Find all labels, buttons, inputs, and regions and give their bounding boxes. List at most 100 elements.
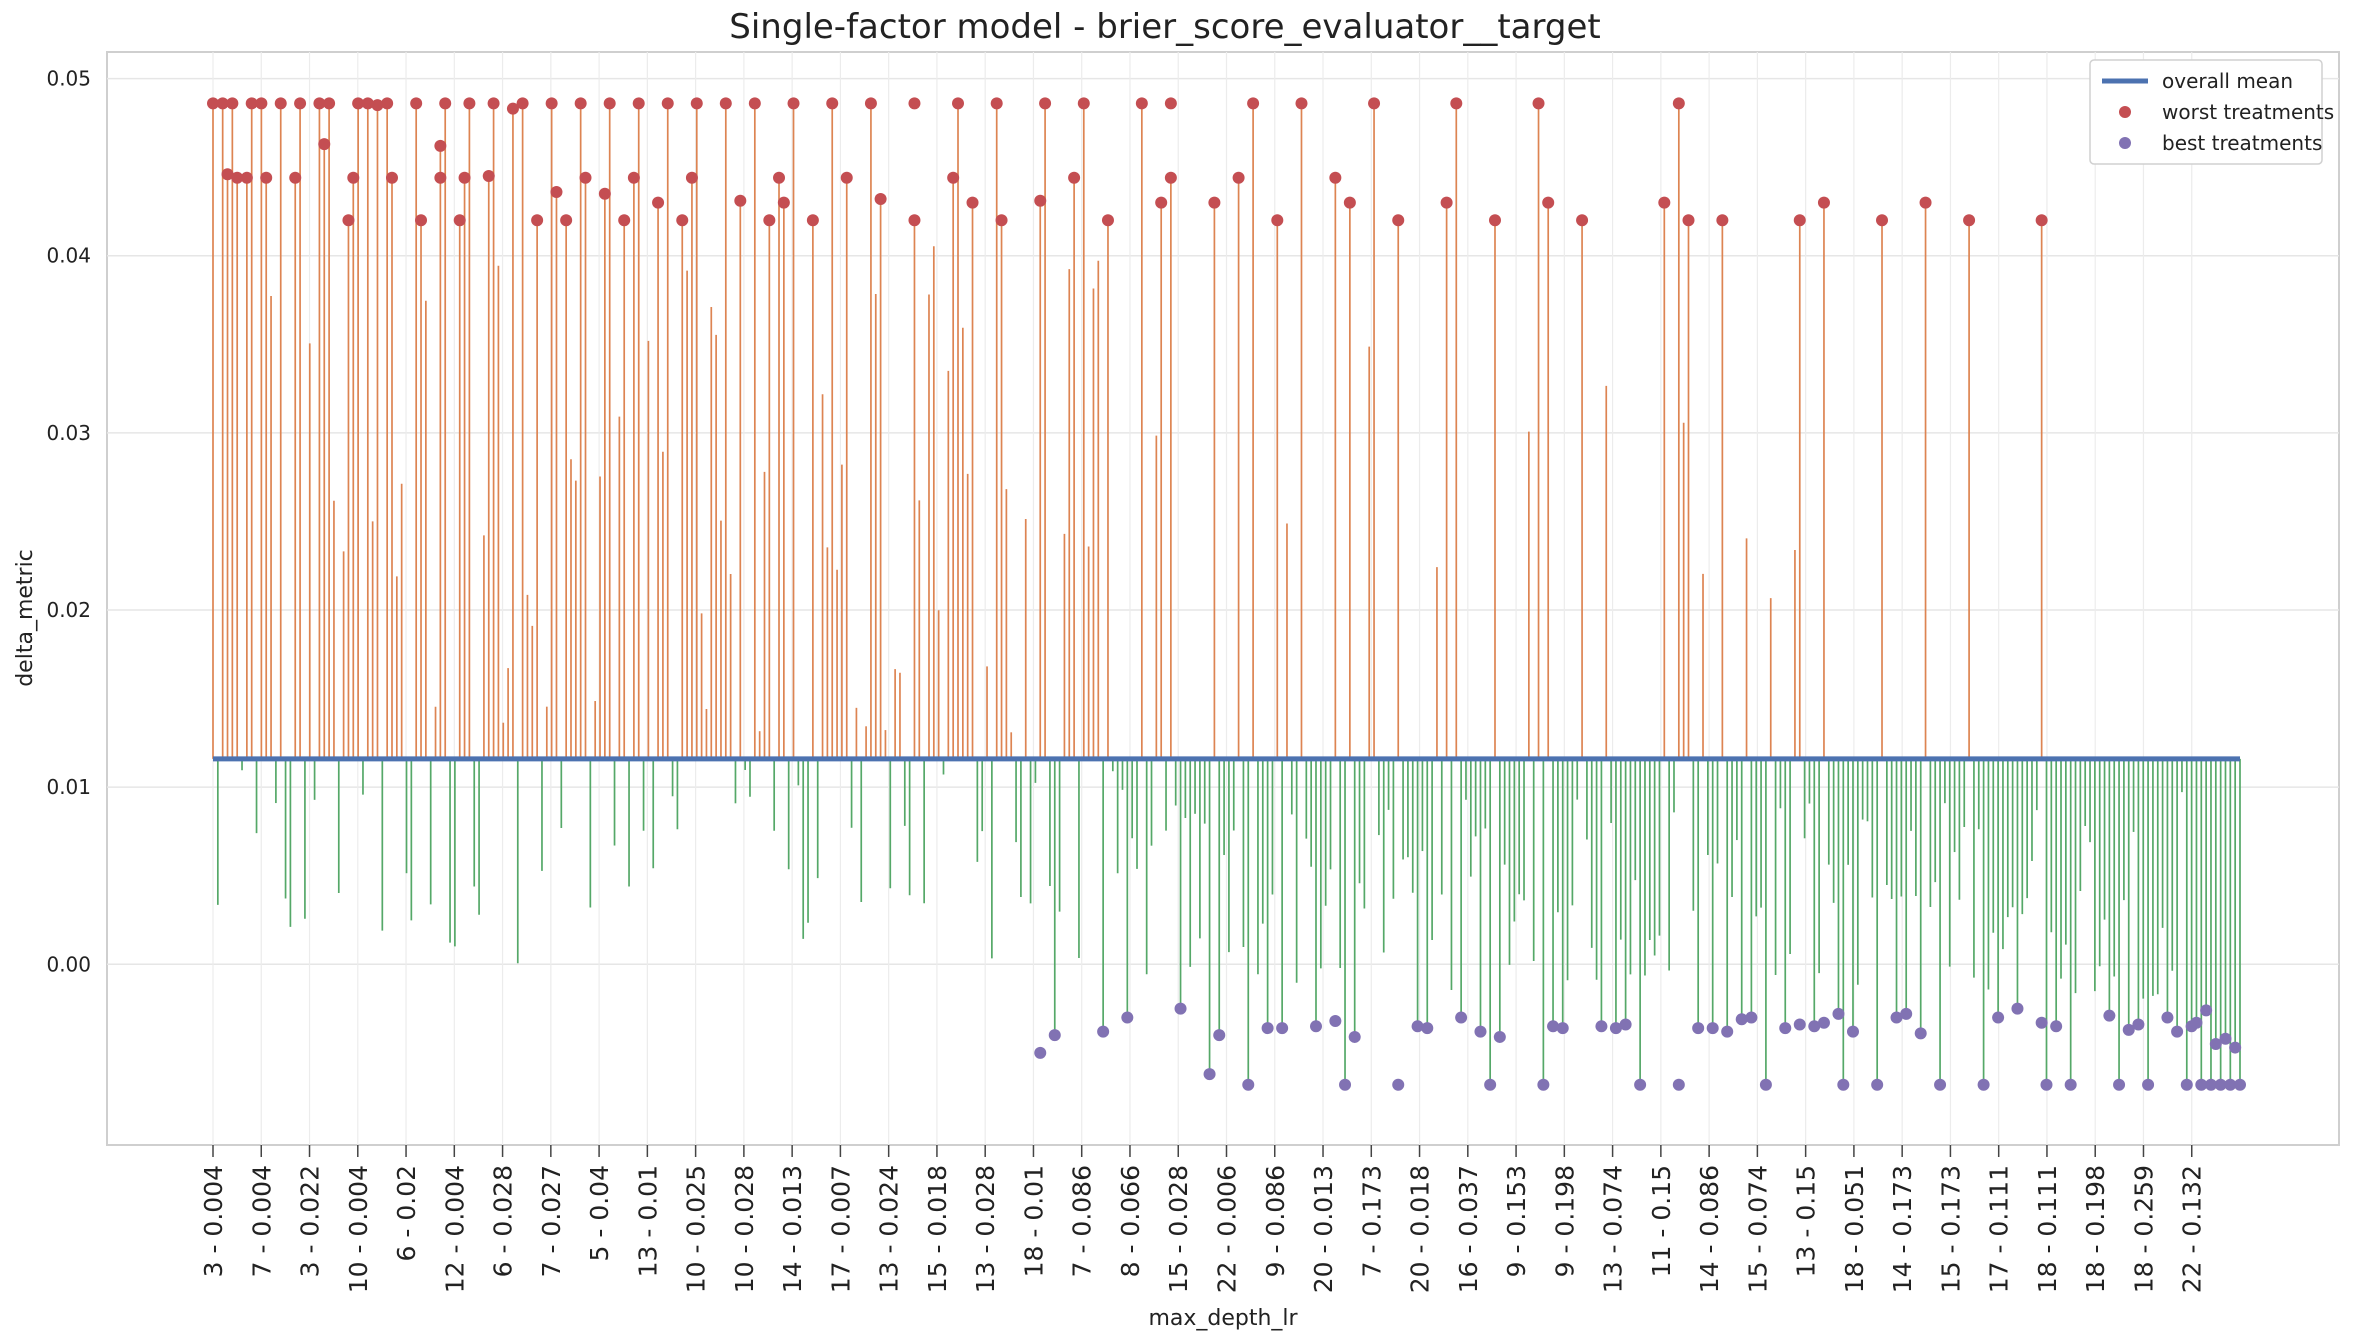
worst-treatment-point <box>289 171 302 184</box>
worst-treatment-point <box>1488 214 1501 227</box>
best-treatment-point <box>1261 1022 1274 1035</box>
x-tick-label: 17 - 0.007 <box>826 1165 855 1293</box>
x-tick-label: 12 - 0.004 <box>440 1165 469 1293</box>
best-treatment-point <box>1455 1011 1468 1024</box>
worst-treatment-point <box>439 97 452 110</box>
worst-treatment-point <box>2035 214 2048 227</box>
worst-treatment-point <box>1963 214 1976 227</box>
y-tick-label: 0.00 <box>46 952 91 976</box>
best-treatment-point <box>1329 1014 1342 1027</box>
best-treatment-point <box>1537 1078 1550 1091</box>
worst-treatment-point <box>226 97 239 110</box>
worst-treatment-point <box>1716 214 1729 227</box>
best-treatment-point <box>1547 1020 1560 1033</box>
worst-treatment-point <box>990 97 1003 110</box>
worst-treatment-point <box>1077 97 1090 110</box>
best-treatment-point <box>2035 1016 2048 1029</box>
worst-treatment-point <box>1817 196 1830 209</box>
best-treatment-point <box>1832 1007 1845 1020</box>
best-treatment-point <box>1721 1025 1734 1038</box>
best-treatment-point <box>2171 1025 2184 1038</box>
worst-treatment-point <box>453 214 466 227</box>
best-treatment-point <box>1097 1025 1110 1038</box>
worst-treatment-point <box>240 171 253 184</box>
best-treatment-point <box>1706 1022 1719 1035</box>
worst-treatment-point <box>371 99 384 112</box>
worst-treatment-point <box>458 171 471 184</box>
worst-treatment-point <box>719 97 732 110</box>
best-treatment-point <box>2103 1009 2116 1022</box>
x-tick-label: 3 - 0.004 <box>199 1165 228 1277</box>
worst-treatment-point <box>1672 97 1685 110</box>
x-axis-label: max_depth_lr <box>1148 1306 1298 1331</box>
worst-treatment-point <box>550 185 563 198</box>
worst-treatment-point <box>1208 196 1221 209</box>
x-tick-label: 13 - 0.15 <box>1792 1165 1821 1277</box>
worst-treatment-point <box>260 171 273 184</box>
x-tick-label: 18 - 0.111 <box>2033 1165 2062 1293</box>
x-tick-label: 6 - 0.028 <box>489 1165 518 1277</box>
worst-treatment-point <box>806 214 819 227</box>
legend-label: overall mean <box>2162 69 2293 93</box>
worst-treatment-point <box>1793 214 1806 227</box>
best-treatment-point <box>2214 1078 2227 1091</box>
legend-label: best treatments <box>2162 131 2322 155</box>
plot-area <box>106 51 2340 1146</box>
best-treatment-point <box>1309 1020 1322 1033</box>
worst-treatment-point <box>995 214 1008 227</box>
best-treatment-point <box>1779 1022 1792 1035</box>
best-treatment-point <box>1556 1022 1569 1035</box>
worst-treatment-point <box>516 97 529 110</box>
y-tick-label: 0.04 <box>46 244 91 268</box>
best-treatment-point <box>2113 1078 2126 1091</box>
worst-treatment-point <box>381 97 394 110</box>
x-tick-label: 10 - 0.025 <box>682 1165 711 1293</box>
worst-treatment-point <box>777 196 790 209</box>
x-axis-ticks: 3 - 0.004 7 - 0.004 3 - 0.022 10 - 0.004 6 -… <box>199 1145 2207 1293</box>
worst-treatment-point <box>506 102 519 115</box>
x-tick-label: 18 - 0.01 <box>1019 1165 1048 1277</box>
best-treatment-point <box>2224 1078 2237 1091</box>
best-treatment-point <box>2180 1078 2193 1091</box>
x-tick-label: 13 - 0.028 <box>971 1165 1000 1293</box>
best-treatment-point <box>1808 1020 1821 1033</box>
x-tick-label: 7 - 0.086 <box>1068 1165 1097 1277</box>
x-tick-label: 5 - 0.04 <box>585 1165 614 1261</box>
x-tick-label: 9 - 0.198 <box>1550 1165 1579 1277</box>
worst-treatment-point <box>632 97 645 110</box>
best-treatment-point <box>2122 1023 2135 1036</box>
worst-treatment-point <box>966 196 979 209</box>
worst-treatment-point <box>545 97 558 110</box>
worst-treatment-point <box>627 171 640 184</box>
best-treatment-point <box>2204 1078 2217 1091</box>
best-treatment-point <box>1048 1029 1061 1042</box>
x-tick-label: 22 - 0.006 <box>1213 1165 1242 1293</box>
legend-entries: overall mean worst treatments best treatme… <box>2102 69 2334 155</box>
worst-treatment-point <box>207 97 219 110</box>
best-treatment-point <box>1034 1046 1047 1059</box>
worst-treatment-point <box>908 214 921 227</box>
worst-treatment-point <box>1101 214 1114 227</box>
x-tick-label: 17 - 0.111 <box>1985 1165 2014 1293</box>
worst-treatment-point <box>676 214 689 227</box>
x-tick-label: 22 - 0.132 <box>2178 1165 2207 1293</box>
x-tick-label: 20 - 0.018 <box>1406 1165 1435 1293</box>
worst-treatment-point <box>1532 97 1545 110</box>
x-tick-label: 13 - 0.024 <box>875 1165 904 1293</box>
worst-treatment-point <box>826 97 839 110</box>
x-tick-label: 7 - 0.004 <box>247 1165 276 1277</box>
worst-treatment-point <box>323 97 336 110</box>
best-treatment-point <box>1203 1068 1216 1081</box>
x-tick-label: 8 - 0.066 <box>1116 1165 1145 1277</box>
worst-treatment-point <box>1343 196 1356 209</box>
best-treatment-point <box>1817 1016 1830 1029</box>
worst-treatment-point <box>221 168 234 181</box>
worst-treatment-point <box>947 171 960 184</box>
best-treatment-point <box>2229 1041 2242 1054</box>
worst-treatment-point <box>1542 196 1555 209</box>
worst-treatment-point <box>434 139 447 152</box>
worst-treatment-point <box>216 97 229 110</box>
worst-treatment-point <box>579 171 592 184</box>
legend-dot-swatch <box>2119 106 2131 118</box>
best-treatment-point <box>1174 1002 1187 1015</box>
